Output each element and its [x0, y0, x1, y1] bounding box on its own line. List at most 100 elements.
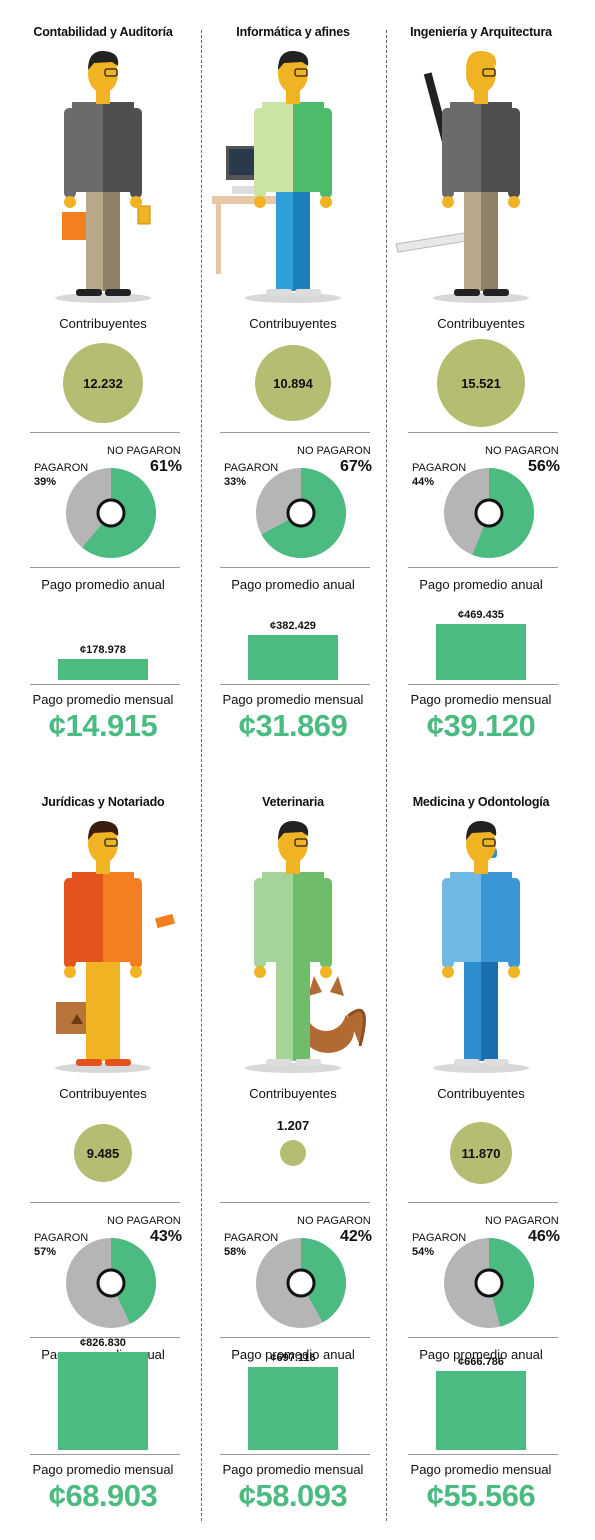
- pagaron-percent: 33%: [224, 476, 247, 488]
- pie-slice-no-pagaron: [111, 1238, 156, 1324]
- pago-mensual-label: Pago promedio mensual: [410, 1462, 552, 1477]
- section-divider: [30, 684, 180, 685]
- no-pagaron-percent: 43%: [150, 1228, 183, 1245]
- pago-mensual-value: ¢31.869: [238, 708, 348, 743]
- pago-mensual-label: Pago promedio mensual: [222, 692, 364, 707]
- section-divider: [30, 1337, 180, 1338]
- section-divider: [30, 1454, 180, 1455]
- pie-center: [96, 1268, 126, 1298]
- pago-mensual-value: ¢39.120: [426, 708, 536, 743]
- section-divider: [220, 1202, 370, 1203]
- panel: Medicina y Odontología Contribuyentes 11.8…: [386, 770, 576, 1540]
- contribuyentes-label: Contribuyentes: [249, 316, 337, 331]
- section-divider: [408, 1202, 558, 1203]
- pie-center: [474, 1268, 504, 1298]
- profession-illustration: [212, 50, 341, 303]
- pagaron-percent: 44%: [412, 476, 435, 488]
- no-pagaron-label: NO PAGARON: [485, 1215, 559, 1227]
- pie-center: [286, 498, 316, 528]
- panel: Veterinaria Contribuyentes 1.207 NO PAGARON…: [198, 770, 388, 1540]
- pago-anual-value: ¢469.435: [458, 609, 504, 621]
- no-pagaron-label: NO PAGARON: [107, 1215, 181, 1227]
- pago-anual-label: Pago promedio anual: [419, 1347, 543, 1362]
- pago-anual-value: ¢178.978: [80, 644, 126, 656]
- section-divider: [30, 432, 180, 433]
- contribuyentes-label: Contribuyentes: [437, 316, 525, 331]
- section-divider: [408, 1337, 558, 1338]
- profession-illustration: [55, 50, 151, 303]
- contribuyentes-value: 1.207: [276, 1118, 310, 1133]
- pago-mensual-label: Pago promedio mensual: [410, 692, 552, 707]
- panel: Informática y afines Contribuyentes 10.894…: [198, 0, 388, 770]
- section-divider: [408, 432, 558, 433]
- pagaron-percent: 39%: [34, 476, 57, 488]
- pago-anual-bar: [58, 1352, 148, 1450]
- contribuyentes-circle: 9.485: [74, 1124, 132, 1182]
- pago-anual-value: ¢382.429: [270, 620, 316, 632]
- no-pagaron-label: NO PAGARON: [297, 445, 371, 457]
- panel-title: Medicina y Odontología: [412, 795, 550, 809]
- section-divider: [408, 684, 558, 685]
- no-pagaron-percent: 61%: [150, 458, 183, 475]
- pagaron-percent: 58%: [224, 1246, 247, 1258]
- no-pagaron-percent: 46%: [528, 1228, 561, 1245]
- pie-slice-no-pagaron: [489, 1238, 534, 1327]
- pagaron-label: PAGARON: [412, 462, 467, 474]
- pago-anual-bar: [436, 624, 526, 680]
- pie-center: [96, 498, 126, 528]
- pago-mensual-label: Pago promedio mensual: [32, 692, 174, 707]
- pie-center: [474, 498, 504, 528]
- pagaron-percent: 54%: [412, 1246, 435, 1258]
- pago-mensual-label: Pago promedio mensual: [32, 1462, 174, 1477]
- pago-anual-bar: [248, 1367, 338, 1450]
- column-divider-right: [386, 30, 387, 1521]
- payment-pie-chart: [444, 1238, 534, 1328]
- section-divider: [30, 1202, 180, 1203]
- payment-pie-chart: [66, 468, 156, 558]
- payment-pie-chart: [66, 1238, 156, 1328]
- contribuyentes-value: 9.485: [86, 1145, 120, 1161]
- contribuyentes-label: Contribuyentes: [249, 1086, 337, 1101]
- pagaron-label: PAGARON: [224, 1232, 279, 1244]
- pago-mensual-value: ¢68.903: [48, 1478, 158, 1513]
- contribuyentes-value: 11.870: [461, 1145, 501, 1161]
- panel-title: Contabilidad y Auditoría: [33, 25, 173, 39]
- pago-mensual-value: ¢55.566: [426, 1478, 536, 1513]
- pago-mensual-label: Pago promedio mensual: [222, 1462, 364, 1477]
- contribuyentes-circle: 10.894: [255, 345, 331, 421]
- pago-anual-bar: [248, 635, 338, 680]
- pagaron-percent: 57%: [34, 1246, 57, 1258]
- profession-illustration: [55, 820, 175, 1073]
- contribuyentes-value: 10.894: [273, 375, 313, 391]
- pago-mensual-value: ¢14.915: [48, 708, 158, 743]
- pagaron-label: PAGARON: [412, 1232, 467, 1244]
- pago-anual-label: Pago promedio anual: [231, 1347, 355, 1362]
- panel: Contabilidad y Auditoría Contribuyentes 12…: [8, 0, 198, 770]
- contribuyentes-circle: 11.870: [450, 1122, 512, 1184]
- pago-anual-label: Pago promedio anual: [231, 577, 355, 592]
- pagaron-label: PAGARON: [34, 462, 89, 474]
- panel: Ingeniería y Arquitectura Contribuyentes 1…: [386, 0, 576, 770]
- pago-anual-value: ¢697.116: [270, 1352, 316, 1364]
- payment-pie-chart: [256, 468, 346, 558]
- section-divider: [408, 567, 558, 568]
- payment-pie-chart: [444, 468, 534, 558]
- no-pagaron-label: NO PAGARON: [107, 445, 181, 457]
- panel-title: Ingeniería y Arquitectura: [410, 25, 552, 39]
- pago-anual-value: ¢666.786: [458, 1356, 504, 1368]
- profession-illustration: [433, 820, 529, 1073]
- pie-slice-no-pagaron: [301, 1238, 346, 1323]
- pie-center: [286, 1268, 316, 1298]
- contribuyentes-circle: 15.521: [437, 339, 525, 427]
- pago-anual-label: Pago promedio anual: [41, 577, 165, 592]
- no-pagaron-label: NO PAGARON: [297, 1215, 371, 1227]
- no-pagaron-label: NO PAGARON: [485, 445, 559, 457]
- section-divider: [220, 684, 370, 685]
- section-divider: [220, 1454, 370, 1455]
- pago-anual-bar: [58, 659, 148, 680]
- section-divider: [220, 567, 370, 568]
- pago-anual-value: ¢826.830: [80, 1337, 126, 1349]
- no-pagaron-percent: 56%: [528, 458, 561, 475]
- no-pagaron-percent: 42%: [340, 1228, 373, 1245]
- panel-title: Veterinaria: [262, 795, 324, 809]
